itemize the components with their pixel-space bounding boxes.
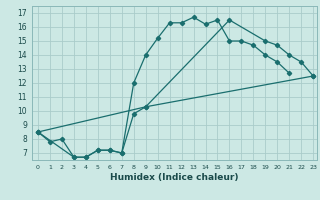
X-axis label: Humidex (Indice chaleur): Humidex (Indice chaleur) bbox=[110, 173, 239, 182]
